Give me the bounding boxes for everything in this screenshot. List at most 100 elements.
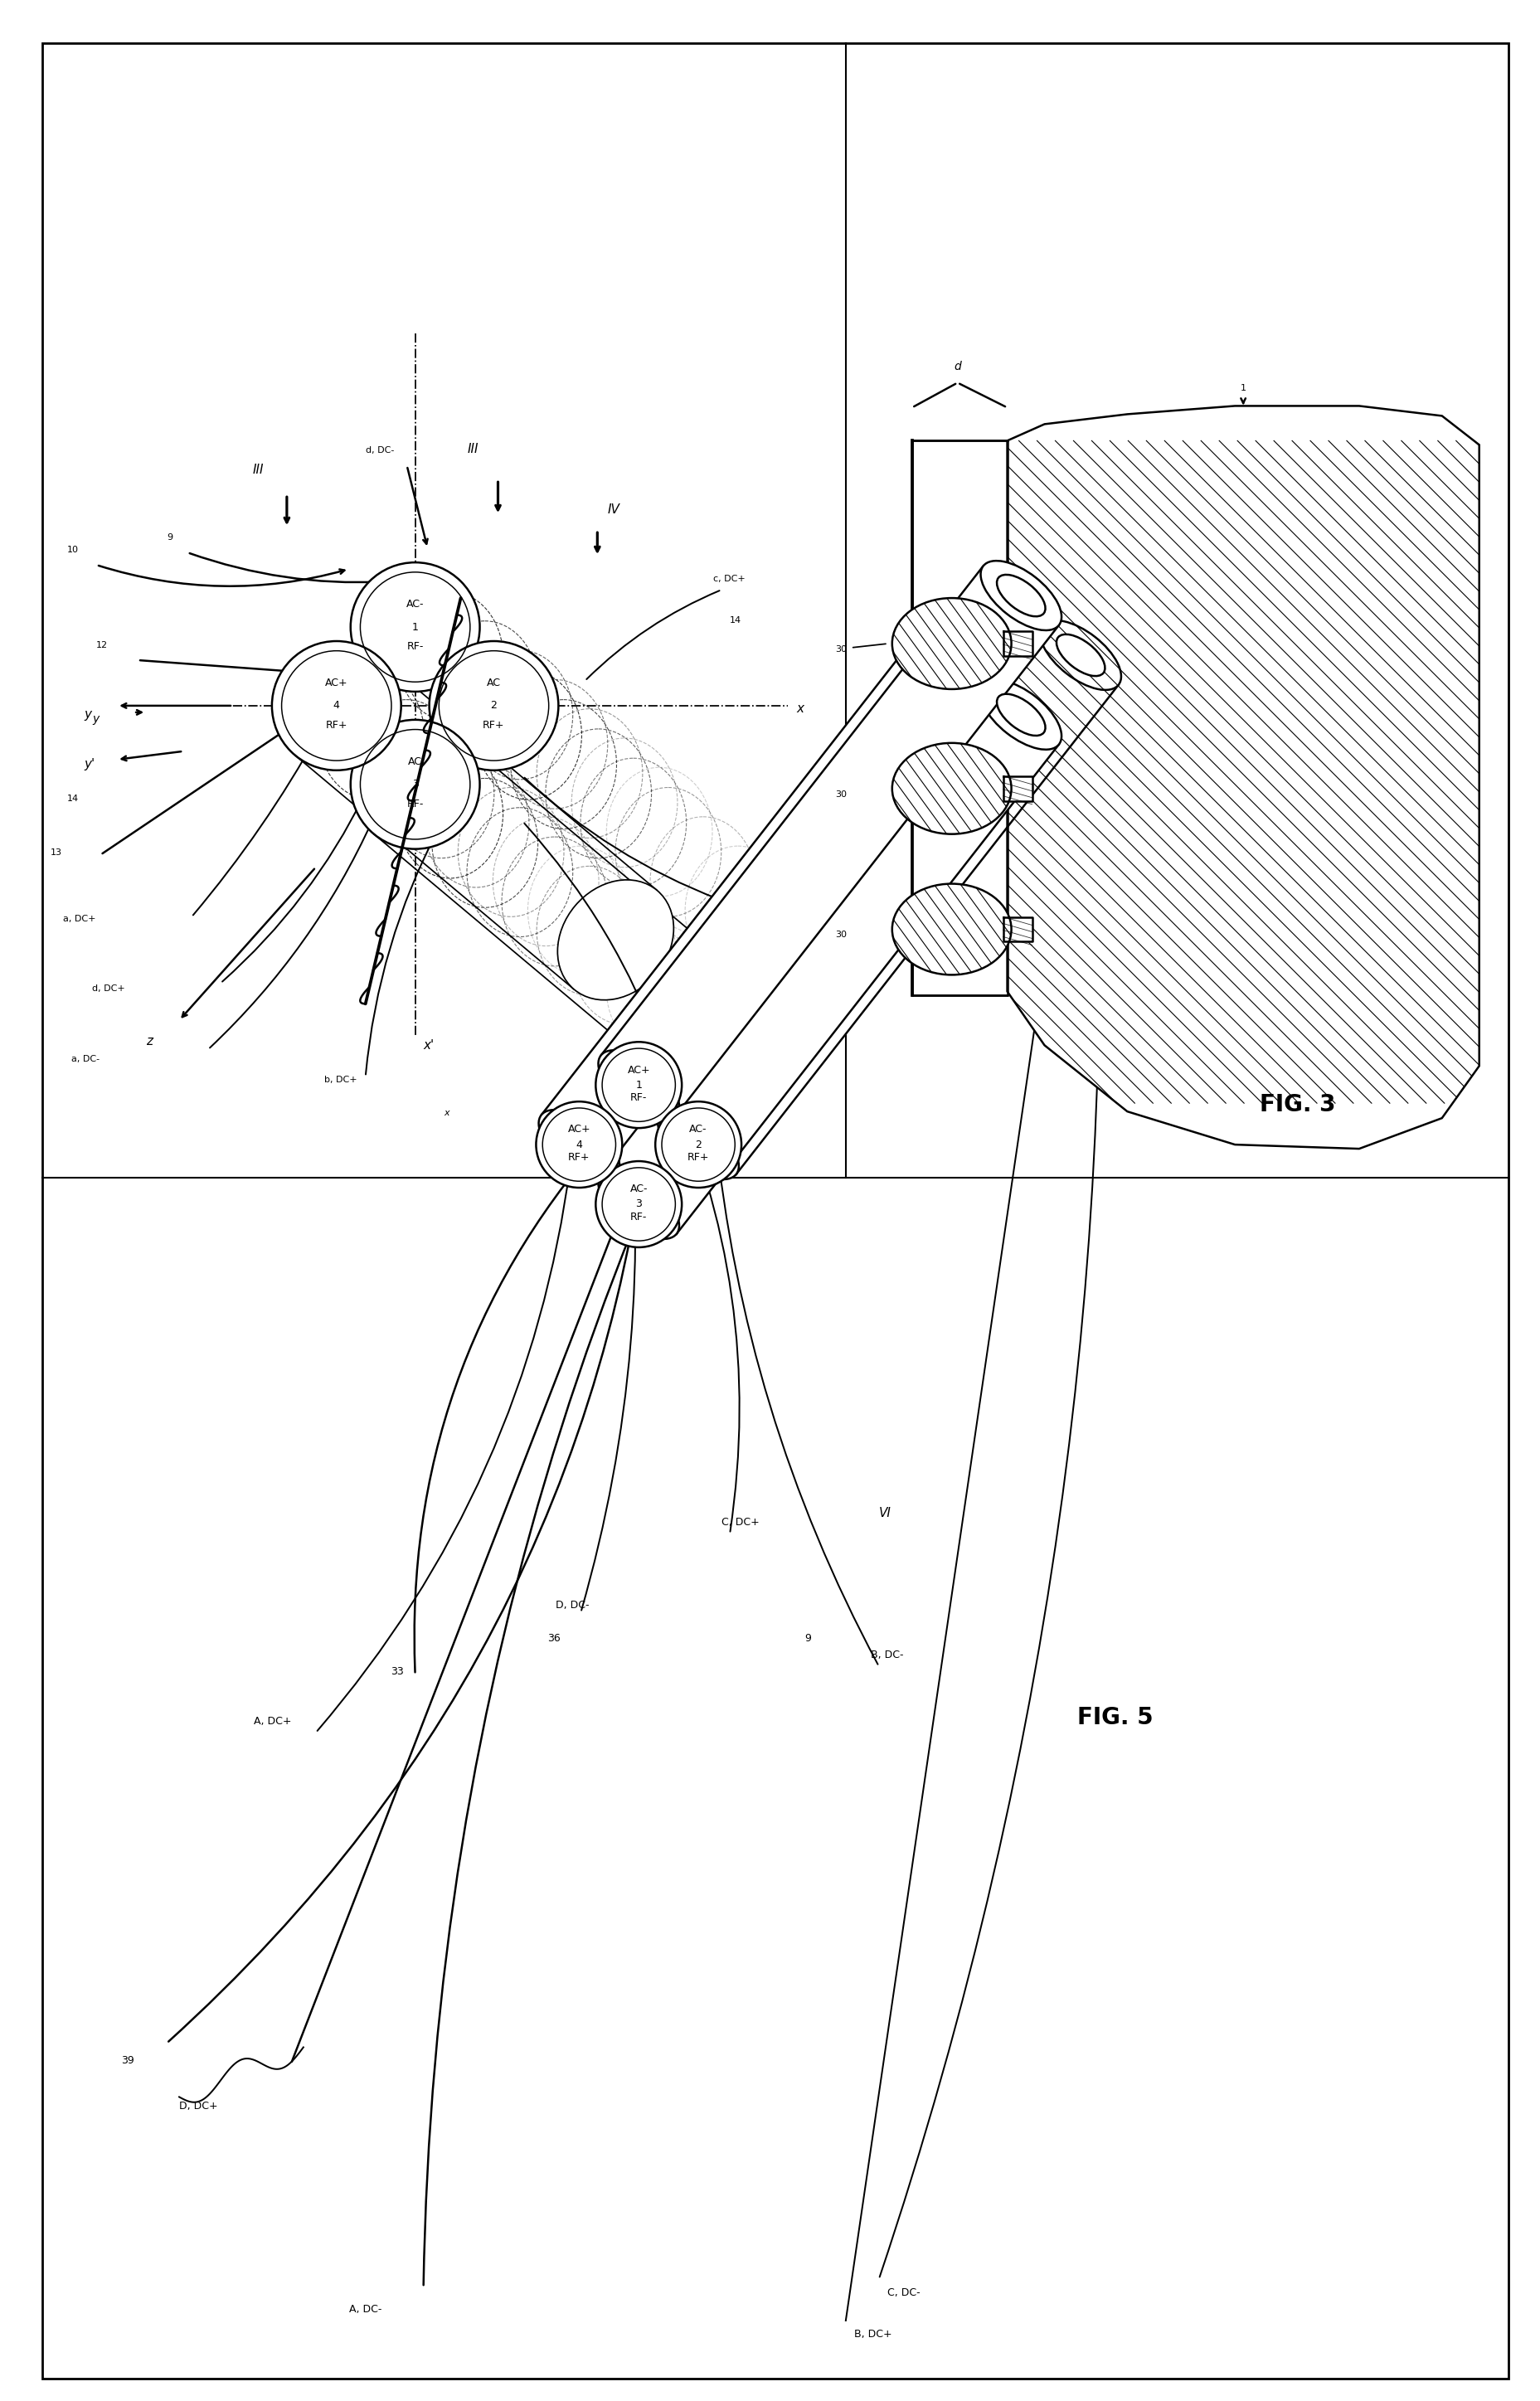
Text: y: y [85, 708, 91, 720]
Text: FIG. 5: FIG. 5 [1078, 1707, 1153, 1729]
Text: C, DC-: C, DC- [887, 2288, 919, 2298]
Text: c, DC+: c, DC+ [713, 574, 745, 583]
Text: a, DC+: a, DC+ [63, 915, 95, 922]
Polygon shape [296, 655, 658, 989]
Text: x': x' [424, 1040, 434, 1052]
Ellipse shape [981, 679, 1061, 749]
Ellipse shape [636, 958, 753, 1078]
Text: 4: 4 [576, 1138, 582, 1150]
Text: FIG. 2: FIG. 2 [564, 1092, 641, 1116]
Ellipse shape [557, 879, 673, 999]
Text: b, DC+: b, DC+ [323, 1076, 357, 1085]
Text: 14: 14 [68, 795, 79, 802]
Text: b, DC-: b, DC- [713, 898, 742, 905]
Ellipse shape [658, 1109, 739, 1179]
Text: RF-: RF- [630, 1092, 647, 1104]
Polygon shape [601, 684, 1060, 1234]
Text: 30: 30 [835, 932, 847, 939]
Text: 9: 9 [166, 533, 172, 543]
Polygon shape [661, 627, 1118, 1174]
Text: RF-: RF- [407, 800, 424, 809]
Text: RF+: RF+ [568, 1152, 590, 1162]
Ellipse shape [938, 634, 986, 677]
Text: AC+: AC+ [627, 1064, 650, 1076]
Ellipse shape [1056, 634, 1106, 677]
Text: 30: 30 [835, 646, 847, 653]
Ellipse shape [996, 694, 1046, 735]
Text: 1: 1 [636, 1080, 642, 1090]
Ellipse shape [599, 1169, 679, 1239]
Text: y: y [92, 713, 99, 725]
Text: RF+: RF+ [484, 720, 505, 730]
Text: IV: IV [608, 504, 621, 516]
Polygon shape [374, 735, 736, 1068]
Ellipse shape [981, 562, 1061, 631]
Text: 39: 39 [122, 2055, 134, 2067]
Text: AC: AC [487, 677, 500, 689]
Text: c, DC-: c, DC- [639, 1064, 667, 1071]
Text: x: x [796, 703, 804, 715]
Text: d: d [953, 360, 961, 372]
Text: y': y' [85, 759, 95, 771]
Circle shape [596, 1162, 682, 1246]
Polygon shape [912, 442, 1007, 996]
Text: 13: 13 [51, 848, 63, 857]
Text: 30: 30 [835, 790, 847, 800]
Text: III: III [468, 444, 479, 456]
Ellipse shape [1041, 619, 1121, 689]
Ellipse shape [996, 574, 1046, 617]
Text: FIG. 3: FIG. 3 [1260, 1092, 1335, 1116]
Circle shape [656, 1102, 741, 1188]
Text: 33: 33 [390, 1666, 403, 1676]
Text: 3: 3 [411, 778, 419, 790]
Text: 27: 27 [867, 790, 879, 800]
Polygon shape [541, 627, 999, 1174]
Text: B, DC-: B, DC- [870, 1649, 904, 1661]
Text: d, DC-: d, DC- [365, 447, 394, 454]
Text: RF+: RF+ [687, 1152, 710, 1162]
Text: AC-: AC- [630, 1184, 648, 1196]
Circle shape [351, 720, 480, 850]
Text: 14: 14 [722, 989, 733, 996]
Ellipse shape [921, 619, 1003, 689]
Ellipse shape [599, 1049, 679, 1119]
Text: x: x [444, 1109, 450, 1116]
Ellipse shape [892, 598, 1012, 689]
Text: AC+: AC+ [568, 1124, 590, 1136]
Text: VI: VI [879, 1508, 892, 1520]
Circle shape [351, 562, 480, 691]
Text: d, DC+: d, DC+ [92, 984, 125, 994]
Text: RF+: RF+ [325, 720, 348, 730]
Text: III: III [253, 463, 263, 475]
Text: AC+: AC+ [325, 677, 348, 689]
Ellipse shape [892, 884, 1012, 975]
Text: D, DC-: D, DC- [556, 1599, 590, 1611]
Text: 4: 4 [333, 701, 340, 711]
Text: 14: 14 [730, 617, 742, 624]
Text: AC-: AC- [407, 598, 424, 610]
Text: D, DC+: D, DC+ [179, 2101, 217, 2113]
Text: 12: 12 [97, 641, 108, 648]
Text: z: z [146, 1035, 152, 1047]
Ellipse shape [892, 742, 1012, 833]
Circle shape [430, 641, 559, 771]
Ellipse shape [539, 1109, 619, 1179]
Text: 9: 9 [804, 1633, 812, 1645]
Text: AC: AC [408, 756, 422, 768]
Circle shape [536, 1102, 622, 1188]
Polygon shape [1003, 631, 1032, 655]
Text: AC-: AC- [690, 1124, 707, 1136]
Text: 2: 2 [491, 701, 497, 711]
Circle shape [596, 1042, 682, 1128]
Text: 10: 10 [68, 545, 79, 555]
Text: C, DC+: C, DC+ [722, 1517, 759, 1527]
Text: 36: 36 [548, 1633, 561, 1645]
Text: RF-: RF- [630, 1213, 647, 1222]
Text: 3: 3 [636, 1198, 642, 1210]
Text: 2: 2 [695, 1138, 702, 1150]
Polygon shape [601, 567, 1060, 1114]
Polygon shape [1003, 776, 1032, 802]
Polygon shape [1007, 406, 1480, 1148]
Text: A, DC-: A, DC- [350, 2305, 382, 2315]
Text: B, DC+: B, DC+ [855, 2329, 892, 2339]
